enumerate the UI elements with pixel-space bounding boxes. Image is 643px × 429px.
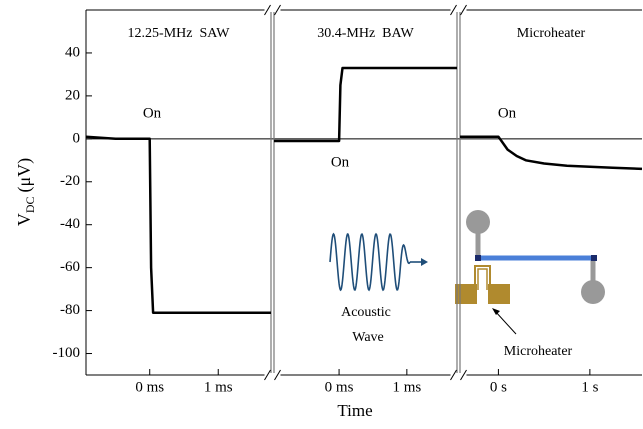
- inset-label: Microheater: [504, 344, 573, 359]
- x-tick-label: 1 ms: [392, 379, 421, 395]
- break-mark: [460, 4, 467, 16]
- y-axis-title-main: V: [14, 213, 34, 226]
- break-mark: [460, 369, 467, 381]
- x-tick-label: 0 ms: [325, 379, 354, 395]
- inset-label: Wave: [352, 330, 384, 345]
- break-mark: [450, 369, 457, 381]
- y-tick-label: -100: [53, 345, 81, 361]
- break-mark: [274, 369, 281, 381]
- break-mark: [264, 4, 271, 16]
- y-tick-label: 40: [65, 44, 80, 60]
- data-line: [274, 66, 457, 143]
- x-tick-label: 0 ms: [135, 379, 164, 395]
- panel-title: 30.4-MHz BAW: [317, 26, 414, 41]
- y-axis-title: VDC (μV): [14, 158, 37, 226]
- break-gap: [450, 373, 467, 377]
- break-gap: [264, 8, 281, 12]
- data-line: [85, 135, 271, 314]
- annotation: On: [143, 105, 162, 121]
- panel-title: Microheater: [517, 26, 586, 41]
- y-tick-label: -60: [60, 259, 80, 275]
- y-tick-label: -20: [60, 173, 80, 189]
- y-tick-label: 0: [73, 130, 81, 146]
- x-tick-label: 1 s: [581, 379, 598, 395]
- inset-heater: [455, 210, 605, 335]
- inset-label: Acoustic: [341, 305, 391, 320]
- y-axis-title-unit: (μV): [14, 158, 35, 193]
- y-tick-label: -40: [60, 216, 80, 232]
- annotation: On: [498, 105, 517, 121]
- inset-wave: [329, 232, 428, 292]
- x-tick-label: 1 ms: [204, 379, 233, 395]
- x-tick-label: 0 s: [490, 379, 507, 395]
- panel-title: 12.25-MHz SAW: [128, 26, 231, 41]
- break-mark: [450, 4, 457, 16]
- y-tick-label: -80: [60, 302, 80, 318]
- y-axis-title-sub: DC: [23, 196, 37, 213]
- x-axis-title: Time: [337, 401, 372, 420]
- y-tick-label: 20: [65, 87, 80, 103]
- break-gap: [264, 373, 281, 377]
- break-gap: [450, 8, 467, 12]
- break-mark: [264, 369, 271, 381]
- annotation: On: [331, 154, 350, 170]
- data-line: [460, 135, 643, 171]
- break-mark: [274, 4, 281, 16]
